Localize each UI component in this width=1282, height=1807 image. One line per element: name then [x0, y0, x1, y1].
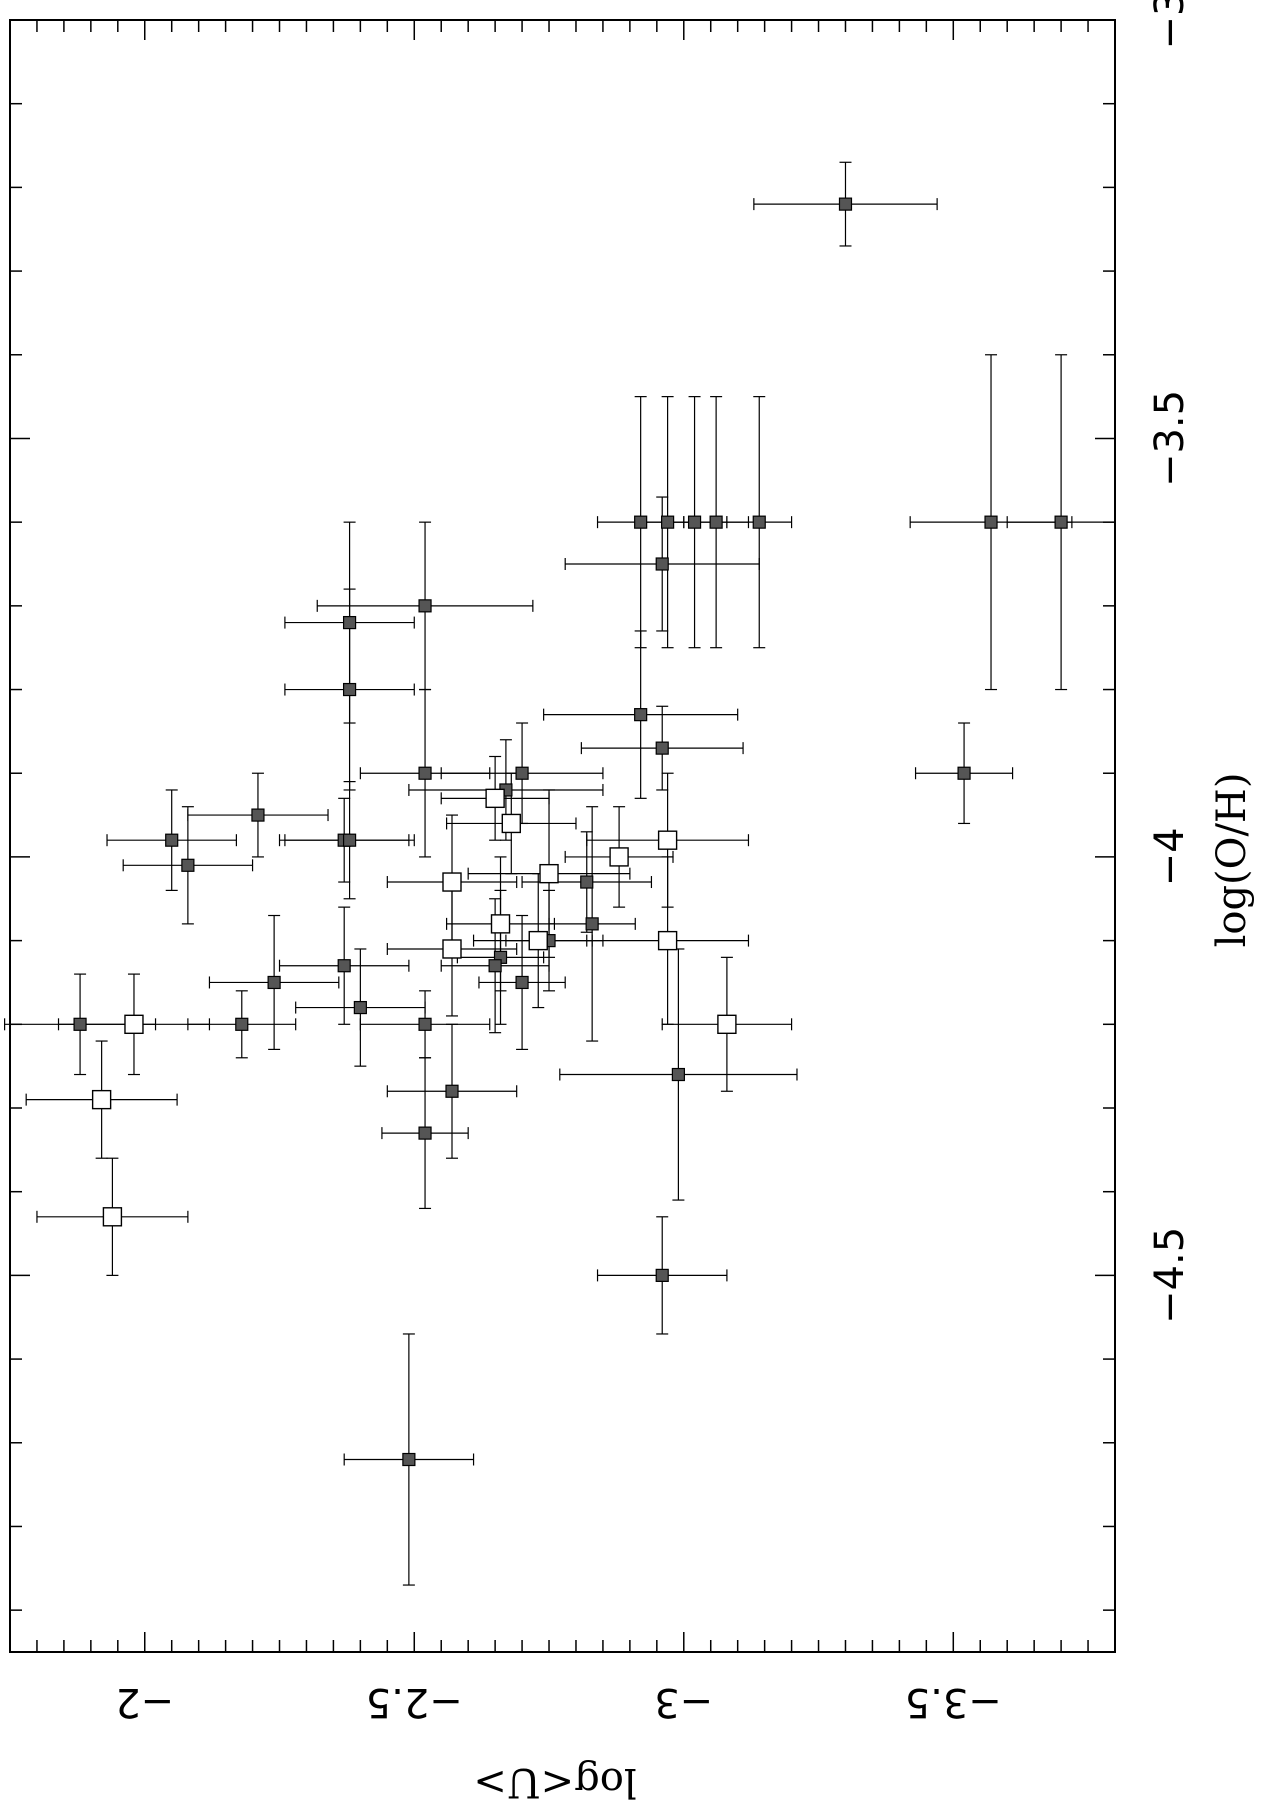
- open-square-marker: [717, 1014, 737, 1035]
- x-tick-label: −3: [1147, 0, 1193, 49]
- filled-square-marker: [671, 1067, 685, 1082]
- filled-square-marker: [515, 975, 529, 990]
- open-square-marker: [528, 930, 548, 951]
- filled-square-marker: [267, 975, 281, 990]
- open-square-marker: [490, 914, 511, 934]
- filled-square-marker: [488, 959, 502, 973]
- x-tick-label: −3.5: [1147, 390, 1193, 487]
- filled-square-marker: [661, 515, 675, 529]
- filled-square-marker: [418, 766, 432, 780]
- filled-square-marker: [418, 1126, 432, 1140]
- x-tick-label: −4: [1147, 827, 1193, 886]
- filled-square-marker: [73, 1017, 87, 1031]
- filled-square-marker: [634, 708, 648, 722]
- filled-square-marker: [251, 808, 265, 822]
- filled-square-marker: [445, 1084, 459, 1098]
- open-square-marker: [91, 1089, 112, 1110]
- tick-labels: −4.5 −4 −3.5 −3 −2 −2.5 −3 −3.5: [115, 0, 1193, 1725]
- open-square-marker: [442, 872, 462, 892]
- filled-square-marker: [515, 766, 529, 780]
- open-square-marker: [485, 788, 505, 809]
- open-square-marker: [442, 939, 462, 959]
- x-axis-title: log(O/H): [1209, 772, 1255, 948]
- open-square-marker: [657, 930, 678, 951]
- filled-square-marker: [418, 1017, 432, 1031]
- filled-square-marker: [353, 1000, 367, 1015]
- filled-square-marker: [418, 599, 432, 613]
- filled-square-marker: [580, 875, 594, 889]
- filled-square-marker: [585, 917, 599, 931]
- filled-square-marker: [342, 682, 357, 697]
- y-tick-label: −3: [654, 1679, 713, 1725]
- filled-square-marker: [838, 197, 853, 211]
- plot-frame: [9, 19, 1116, 1653]
- axis-ticks: [9, 19, 1116, 1652]
- y-tick-label: −2.5: [366, 1679, 463, 1725]
- filled-square-marker: [1054, 515, 1068, 529]
- data-markers: [73, 197, 1068, 1467]
- filled-square-marker: [402, 1452, 416, 1467]
- filled-square-marker: [655, 741, 669, 755]
- open-square-marker: [501, 813, 521, 834]
- filled-square-marker: [165, 833, 179, 847]
- filled-square-marker: [984, 515, 998, 529]
- open-square-marker: [539, 863, 559, 884]
- filled-square-marker: [957, 766, 971, 780]
- y-axis-title: log<U>: [473, 1759, 637, 1805]
- error-bars: [4, 161, 1116, 1586]
- open-square-marker: [609, 847, 629, 867]
- filled-square-marker: [752, 515, 766, 529]
- filled-square-marker: [655, 557, 669, 571]
- x-tick-label: −4.5: [1147, 1227, 1193, 1324]
- filled-square-marker: [342, 615, 357, 630]
- filled-square-marker: [687, 515, 702, 529]
- open-square-marker: [124, 1014, 144, 1035]
- filled-square-marker: [709, 515, 723, 529]
- y-tick-label: −3.5: [905, 1679, 1002, 1725]
- filled-square-marker: [342, 833, 357, 847]
- open-square-marker: [102, 1207, 123, 1227]
- filled-square-marker: [337, 959, 351, 973]
- open-square-marker: [657, 830, 678, 850]
- y-tick-label: −2: [115, 1679, 174, 1725]
- filled-square-marker: [655, 1268, 669, 1282]
- filled-square-marker: [235, 1017, 249, 1031]
- filled-square-marker: [181, 858, 195, 872]
- filled-square-marker: [634, 515, 648, 529]
